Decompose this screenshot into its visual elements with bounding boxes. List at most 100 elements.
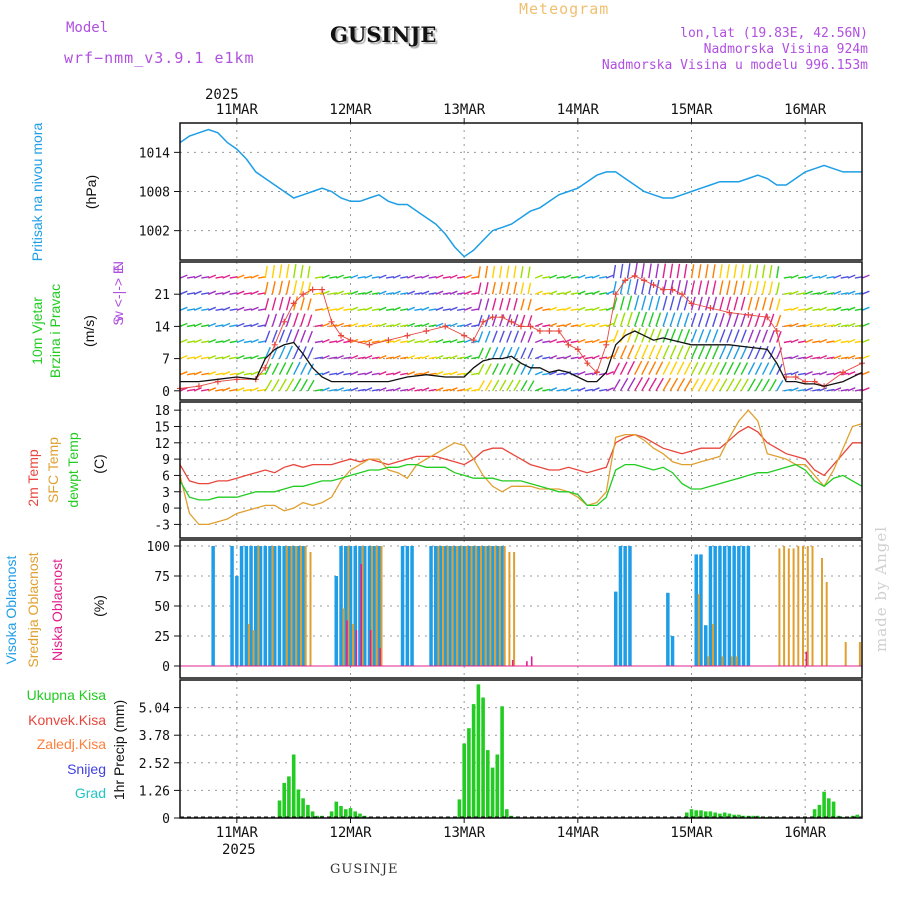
mid-cloud-bar <box>371 546 373 666</box>
year-label-top: 2025 <box>205 87 239 103</box>
wind-speed-line <box>180 330 863 387</box>
wind-barb <box>442 388 451 392</box>
precip-bar <box>344 809 348 818</box>
wind-barb <box>705 345 713 359</box>
panel-frame-cloud <box>179 539 863 679</box>
wind-barb <box>222 322 231 328</box>
low-cloud-bar <box>346 620 348 666</box>
high-cloud-bar <box>239 546 244 666</box>
day-label-bottom: 15MAR <box>670 825 713 841</box>
wind-barb <box>712 345 720 359</box>
high-cloud-bar <box>481 546 485 666</box>
wind-barb <box>577 387 586 392</box>
wind-barb <box>215 324 224 328</box>
wind-barb <box>278 296 284 311</box>
precip-bar <box>831 801 836 818</box>
wind-barb <box>648 344 656 359</box>
high-cloud-bar <box>410 546 414 666</box>
wind-barb <box>740 312 747 327</box>
wind-barb <box>669 377 679 392</box>
wind-barb <box>435 354 444 360</box>
wind-barb <box>193 338 202 344</box>
wind-barb <box>407 306 416 311</box>
wind-barb <box>840 340 849 344</box>
high-cloud-bar <box>358 546 362 666</box>
wind-barb <box>605 306 614 311</box>
y-tick-label: 14 <box>154 320 170 335</box>
wind-barb <box>300 362 308 376</box>
wind-barb <box>648 279 653 295</box>
wind-barb <box>719 378 728 392</box>
wind-barb <box>527 266 531 279</box>
wind-barb <box>343 388 352 392</box>
wind-barb <box>463 338 472 344</box>
high-cloud-bar <box>372 546 376 666</box>
wind-barb <box>491 281 496 295</box>
precip-bar <box>505 809 509 818</box>
wind-barb <box>812 388 821 392</box>
wind-barb <box>300 346 307 359</box>
mid-cloud-bar <box>352 624 355 666</box>
mid-cloud-bar <box>361 546 364 666</box>
wind-barb <box>591 338 600 344</box>
wind-barb <box>797 340 807 344</box>
wind-barb <box>527 347 534 359</box>
wind-barb <box>527 298 532 311</box>
wind-barb <box>278 264 283 279</box>
wind-barb <box>243 292 252 295</box>
high-cloud-bar <box>741 546 746 666</box>
wind-barb <box>747 296 753 311</box>
wind-barb <box>506 297 511 311</box>
wind-barb <box>861 354 870 360</box>
mid-cloud-bar <box>304 546 307 666</box>
wind-barb <box>250 338 259 344</box>
wind-barb <box>371 388 380 392</box>
wind-barb <box>435 338 444 344</box>
wind-barb <box>321 274 330 279</box>
mid-cloud-bar <box>844 642 847 666</box>
pressure-unit-label: (hPa) <box>83 175 99 209</box>
high-cloud-bar <box>713 546 717 666</box>
wind-barb <box>534 290 543 295</box>
wind-title-label: 10m Vjetar <box>29 297 45 365</box>
wind-barb <box>740 296 746 311</box>
mid-cloud-bar <box>821 558 823 666</box>
y-tick-label: 0 <box>162 385 170 400</box>
wind-barb <box>513 379 521 392</box>
wind-barb <box>542 292 551 295</box>
wind-barb <box>215 388 224 392</box>
mid-cloud-label: Srednja Oblacnost <box>25 552 41 667</box>
wind-barb <box>655 296 661 311</box>
wind-barb <box>385 276 395 279</box>
mid-cloud-bar <box>806 546 809 666</box>
wind-barb <box>201 388 210 392</box>
wind-barb <box>733 378 742 392</box>
wind-barb <box>350 322 359 328</box>
precip-bar <box>462 743 466 818</box>
wind-barb <box>690 264 695 279</box>
wind-barb <box>556 276 565 279</box>
wind-barb <box>506 265 510 279</box>
wind-barb <box>570 340 579 344</box>
wind-barb <box>329 276 338 279</box>
wind-barb <box>626 360 636 376</box>
wind-barb <box>329 308 338 311</box>
wind-barb <box>726 329 733 343</box>
wind-barb <box>285 361 294 376</box>
wind-barb <box>520 380 528 392</box>
wind-barb <box>271 378 280 392</box>
wind-barb <box>364 290 373 295</box>
day-label-top: 16MAR <box>784 102 827 118</box>
wind-barb <box>336 338 344 344</box>
wind-barb <box>484 347 492 359</box>
wind-barb <box>471 356 480 360</box>
wind-barb <box>243 276 252 279</box>
wind-barb <box>549 354 558 360</box>
wind-barb <box>783 388 792 392</box>
wind-barb <box>314 276 324 279</box>
high-cloud-bar <box>429 546 433 666</box>
wind-barb <box>812 292 821 295</box>
wind-barb <box>804 387 813 392</box>
wind-barb <box>442 372 451 376</box>
precip-bar <box>287 776 291 818</box>
